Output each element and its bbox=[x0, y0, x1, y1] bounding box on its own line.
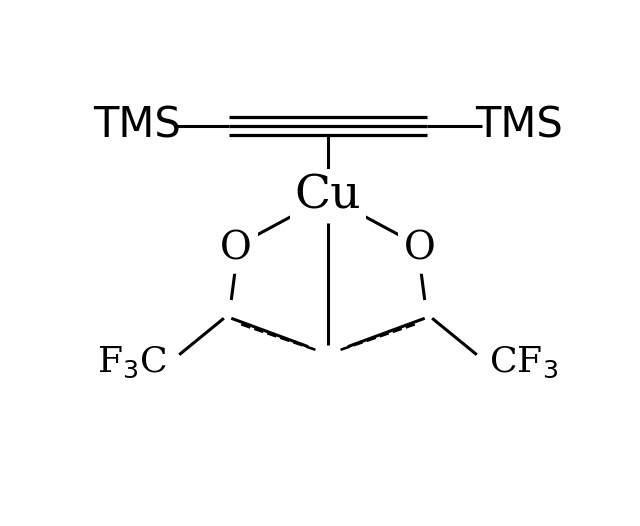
Text: O: O bbox=[220, 231, 252, 268]
Text: O: O bbox=[404, 231, 436, 268]
Text: TMS: TMS bbox=[93, 105, 181, 147]
Text: TMS: TMS bbox=[475, 105, 563, 147]
Text: F$_3$C: F$_3$C bbox=[97, 345, 167, 380]
Text: CF$_3$: CF$_3$ bbox=[490, 345, 559, 380]
Text: Cu: Cu bbox=[294, 174, 362, 219]
